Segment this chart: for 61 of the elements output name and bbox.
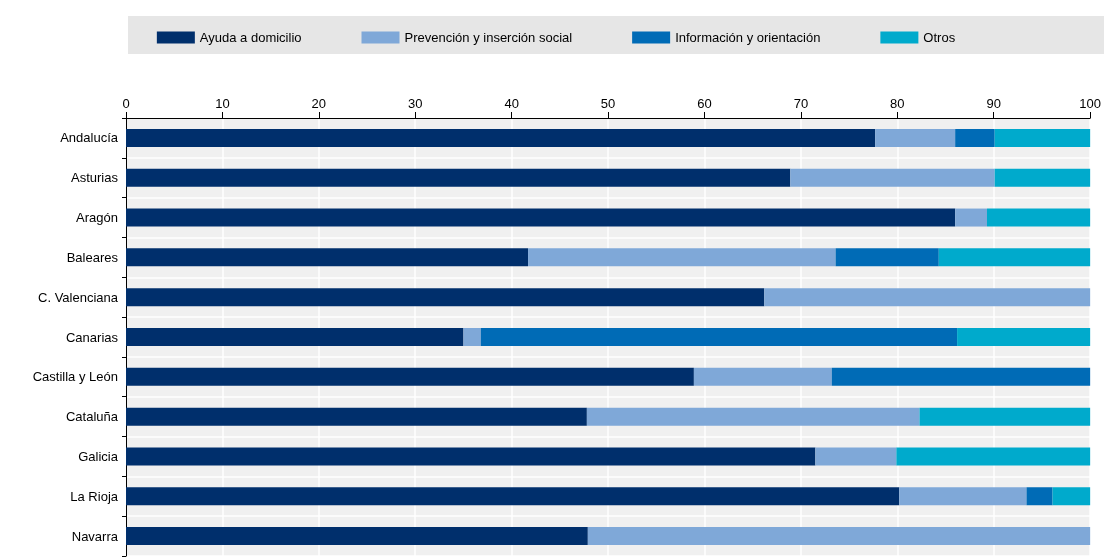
y-tick-label: C. Valenciana [38,289,119,305]
legend-label: Información y orientación [675,30,821,45]
bar [586,407,920,426]
y-tick-label: Navarra [71,528,119,544]
bar [693,367,832,386]
bar [1052,487,1091,506]
bar [955,208,987,227]
bar [126,288,765,307]
y-tick-label: Canarias [65,329,119,345]
bar [986,208,1091,227]
bar [126,487,900,506]
y-tick-label: Aragón [76,210,118,226]
x-tick-label: 100 [1079,96,1102,111]
bar [790,168,995,187]
bar [126,328,464,346]
bar [126,367,694,386]
x-tick-label: 80 [890,96,905,111]
x-tick-label: 50 [600,96,616,111]
bar [463,328,481,346]
y-tick-label: Asturias [71,170,119,186]
y-tick-label: Cataluña [65,409,119,425]
x-tick-label: 30 [408,96,423,111]
bar [480,328,958,346]
bar [764,288,1091,307]
y-tick-label: Andalucía [60,130,119,146]
bar [528,248,836,267]
legend-label: Prevención y inserción social [404,30,573,45]
bar [938,248,1091,267]
y-tick-label: La Rioja [70,488,119,504]
bar [126,447,816,466]
bar [919,407,1091,426]
x-tick-label: 40 [504,96,519,111]
y-tick-label: Baleares [66,249,119,265]
y-tick-label: Galicia [78,448,119,464]
bar [994,168,1091,187]
bar [835,248,939,267]
bar [126,248,529,267]
legend-label: Ayuda a domicilio [199,30,302,45]
bar [831,367,1091,386]
bar [126,527,588,546]
bar [587,527,1091,546]
x-tick-label: 0 [122,96,130,111]
bar [815,447,897,466]
x-tick-label: 10 [215,96,230,111]
y-tick-label: Castilla y León [32,369,118,385]
bar [955,128,995,147]
x-tick-label: 90 [986,96,1001,111]
bar [126,168,791,187]
bar [994,128,1091,147]
x-tick-label: 70 [793,96,809,111]
bar [126,208,956,227]
legend-label: Otros [923,30,956,45]
bar [126,128,876,147]
bar [957,328,1091,346]
bar [126,407,587,426]
bar [896,447,1091,466]
bar [1026,487,1053,506]
x-tick-label: 60 [697,96,712,111]
x-tick-label: 20 [311,96,327,111]
bar [875,128,956,147]
bar [899,487,1027,506]
